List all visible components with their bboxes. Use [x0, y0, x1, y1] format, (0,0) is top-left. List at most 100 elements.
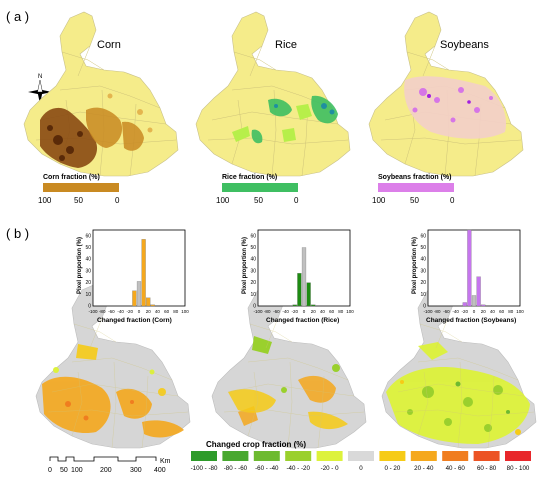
- legend-corn-tick: 0: [115, 196, 120, 205]
- histogram-ytick: 30: [250, 268, 256, 274]
- histogram-xtick: 20: [311, 309, 317, 314]
- histogram-xtick: 60: [164, 309, 170, 314]
- histogram-ytick: 20: [85, 280, 91, 286]
- scale-bar-unit: Km: [160, 458, 171, 465]
- histogram-xtick: -20: [462, 309, 469, 314]
- histogram-ytick: 0: [88, 304, 91, 310]
- histogram-ytick: 50: [420, 245, 426, 251]
- change-legend-swatch: [316, 451, 343, 461]
- histogram-frame: [427, 229, 521, 307]
- legend-soybeans: Soybeans fraction (%) 100 50 0: [372, 174, 455, 205]
- histogram-xtick: 60: [499, 309, 505, 314]
- histogram-bar: [150, 304, 155, 307]
- histogram-ytick: 50: [250, 245, 256, 251]
- histogram-bar: [306, 282, 311, 307]
- histogram-xtick: 100: [181, 309, 189, 314]
- histogram-xtick: 40: [320, 309, 326, 314]
- histogram-bar: [476, 276, 481, 307]
- histogram-rice-yticks: 0 10 20 30 40 50 60: [250, 233, 256, 309]
- histogram-bar: [462, 302, 467, 307]
- histogram-ytick: 60: [420, 233, 426, 239]
- histogram-xtick: 60: [329, 309, 335, 314]
- legend-rice-title: Rice fraction (%): [222, 174, 277, 181]
- histogram-ytick: 20: [420, 280, 426, 286]
- map-corn: [23, 11, 179, 177]
- change-legend: -100 - -80 -80 - -60 -60 - -40 -40 - -20 -20…: [191, 451, 531, 472]
- histogram-bar: [301, 247, 307, 307]
- legend-soybeans-tick: 50: [410, 196, 419, 205]
- histogram-xtick: 40: [490, 309, 496, 314]
- legend-soybeans-tick: 0: [450, 196, 455, 205]
- change-legend-label: 0: [359, 465, 363, 472]
- histogram-xtick: -20: [127, 309, 134, 314]
- histogram-bar: [471, 295, 477, 307]
- change-legend-label: -20 - 0: [321, 465, 339, 472]
- histogram-rice-xticks: -100 -80 -60 -40 -20 0 20 40 60 80 100: [253, 309, 354, 314]
- change-legend-swatch: [442, 451, 469, 461]
- change-legend-label: -100 - -80: [191, 465, 218, 472]
- change-legend-label: -80 - -60: [224, 465, 248, 472]
- histogram-soybeans-xlabel: Changed fraction (Soybeans): [426, 317, 516, 324]
- histogram-rice-bars: [292, 247, 316, 307]
- histogram-rice-xlabel: Changed fraction (Rice): [266, 317, 339, 324]
- histogram-ytick: 10: [250, 292, 256, 298]
- histogram-soybeans: -100 -80 -60 -40 -20 0 20 40 60 80 100 01020304050…: [412, 229, 524, 324]
- change-map-corn: [35, 283, 191, 449]
- histogram-xtick: 20: [146, 309, 152, 314]
- histogram-ytick: 0: [423, 304, 426, 310]
- histogram-corn: -100 -80 -60 -40 -20 0 20 40 60 80 100 01020304050…: [77, 229, 189, 324]
- histogram-xtick: 100: [516, 309, 524, 314]
- histogram-rice: -100 -80 -60 -40 -20 0 20 40 60 80 100 01020304050…: [242, 229, 354, 324]
- histogram-ytick: 30: [85, 268, 91, 274]
- legend-corn-tick: 50: [74, 196, 83, 205]
- histogram-soybeans-ylabel: Pixel proportion (%): [412, 237, 418, 294]
- legend-soybeans-title: Soybeans fraction (%): [378, 174, 452, 181]
- histogram-soybeans-yticks: 0 10 20 30 40 50 60: [420, 233, 426, 309]
- change-legend-swatch: [222, 451, 249, 461]
- legend-rice-tick: 0: [294, 196, 299, 205]
- change-legend-label: 40 - 60: [446, 465, 466, 472]
- histogram-ytick: 0: [253, 304, 256, 310]
- histogram-xtick: -100: [253, 309, 263, 314]
- change-legend-label: -60 - -40: [255, 465, 279, 472]
- legend-rice-tick: 50: [254, 196, 263, 205]
- histogram-bar: [132, 290, 137, 307]
- histogram-xtick: 80: [338, 309, 344, 314]
- histogram-xtick: -80: [434, 309, 441, 314]
- histogram-xtick: -100: [423, 309, 433, 314]
- histogram-bar: [297, 273, 302, 307]
- change-legend-swatch: [191, 451, 217, 461]
- histogram-corn-bars: [132, 239, 155, 307]
- histogram-corn-xlabel: Changed fraction (Corn): [97, 317, 172, 324]
- histogram-xtick: 80: [508, 309, 514, 314]
- histogram-xtick: -100: [88, 309, 98, 314]
- histogram-soybeans-xticks: -100 -80 -60 -40 -20 0 20 40 60 80 100: [423, 309, 524, 314]
- change-legend-swatch: [379, 451, 406, 461]
- histogram-xtick: -20: [292, 309, 299, 314]
- change-legend-label: 60 - 80: [477, 465, 497, 472]
- histogram-ytick: 40: [420, 257, 426, 263]
- panel-b-label: ( b ): [6, 226, 29, 241]
- histogram-bar: [292, 304, 297, 307]
- histogram-corn-xticks: -100 -80 -60 -40 -20 0 20 40 60 80 100: [88, 309, 189, 314]
- histogram-xtick: -40: [117, 309, 124, 314]
- scale-bar: Km 0 50 100 200 300 400: [48, 456, 171, 474]
- legend-corn-tick: 100: [38, 196, 52, 205]
- change-legend-swatch: [410, 451, 437, 461]
- histogram-xtick: 0: [303, 309, 306, 314]
- change-legend-swatch: [348, 451, 374, 461]
- histogram-ytick: 60: [85, 233, 91, 239]
- histogram-ytick: 40: [250, 257, 256, 263]
- histogram-xtick: 0: [138, 309, 141, 314]
- histogram-ytick: 30: [420, 268, 426, 274]
- map-soybeans-title: Soybeans: [440, 39, 489, 51]
- histogram-corn-yticks: 0 10 20 30 40 50 60: [85, 233, 91, 309]
- histogram-xtick: -80: [264, 309, 271, 314]
- scale-bar-tick: 400: [154, 467, 166, 474]
- histogram-soybeans-bars: [462, 229, 486, 307]
- change-legend-swatch: [285, 451, 312, 461]
- legend-corn: Corn fraction (%) 100 50 0: [38, 174, 120, 205]
- scale-bar-tick: 100: [71, 467, 83, 474]
- scale-bar-line: [49, 456, 157, 462]
